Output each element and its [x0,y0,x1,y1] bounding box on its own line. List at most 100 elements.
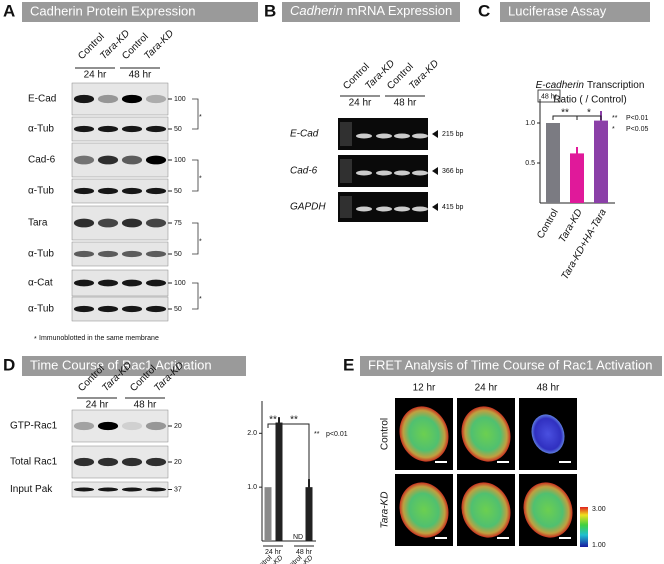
row-label: Cad-6 [290,166,318,177]
marker-label: 50 [174,306,182,313]
legend-symbol: ** [612,115,618,122]
x-tick-label: Control [282,554,304,564]
column-label: Tara-KD [142,28,176,62]
row-label: α-Tub [28,186,54,197]
legend-text: p<0.01 [326,431,348,438]
gel-band [412,206,428,212]
title-box [360,356,662,376]
panel-title: Cadherin Protein Expression [30,3,195,18]
pointer [432,203,438,211]
legend-text: P<0.05 [626,126,648,133]
cell [461,482,511,538]
band [73,187,95,195]
band [121,125,143,133]
size-label: 366 bp [442,168,464,175]
size-label: 415 bp [442,204,464,211]
gel-band [394,133,410,139]
band [145,155,167,165]
asterisk: * [199,296,202,303]
chart-title-italic: E-cadherin [536,80,585,91]
panel-title: FRET Analysis of Time Course of Rac1 Act… [368,357,652,372]
band [73,250,95,258]
gel-band [394,206,410,212]
significance: ** [290,415,298,426]
title-box [22,356,246,376]
marker-label: 75 [174,220,182,227]
colorbar-label: 1.00 [592,542,606,549]
y-tick-label: 1.0 [247,484,257,491]
group-label: 24 hr [265,549,282,556]
title-rest: mRNA Expression [347,3,452,18]
chart-subtitle: Ratio ( / Control) [553,95,626,106]
column-label: Tara-KD [407,58,441,92]
band [145,421,167,431]
row-label: Cad-6 [28,155,56,166]
sig-bracket [278,423,310,480]
band [121,187,143,195]
colorbar [580,507,588,547]
time-label: 12 hr [413,383,436,394]
gel-band [376,206,392,212]
panel-letter: E [343,355,354,374]
band [73,218,95,228]
gel-band [376,133,392,139]
band [121,250,143,258]
gel-band [412,133,428,139]
legend-symbol: * [612,126,615,133]
row-label: GAPDH [290,202,326,213]
marker-label: 20 [174,423,182,430]
row-label: Tara-KD [380,492,391,529]
band [121,421,143,431]
ladder [340,196,352,218]
time-label: 24 hr [349,98,372,109]
band [97,457,119,467]
band [121,218,143,228]
chart-title-rest: Transcription [587,80,644,91]
cell [531,414,565,454]
gel-band [356,206,372,212]
legend-text: P<0.01 [626,115,648,122]
group-label: 48 hr [296,549,313,556]
gel-band [412,170,428,176]
gel-band [356,133,372,139]
row-label: E-Cad [290,129,319,140]
band [73,94,95,104]
marker-label: 50 [174,251,182,258]
panel-letter: A [3,1,15,20]
row-label: GTP-Rac1 [10,421,58,432]
row-label: Input Pak [10,484,53,495]
x-tick-label: Control [535,207,561,240]
band [73,305,95,313]
cell [399,482,449,538]
band [97,487,119,492]
marker-label: 100 [174,96,186,103]
title-italic: Cadherin [290,3,343,18]
band [97,155,119,165]
band [145,218,167,228]
band [73,457,95,467]
band [121,457,143,467]
band [145,250,167,258]
pointer [432,130,438,138]
title-box [282,2,460,22]
band [145,187,167,195]
x-tick-label: Tara-KD+HA-Tara [560,207,610,282]
chart-title: E-cadherin Transcription [536,80,645,91]
band [73,155,95,165]
bar [264,487,272,541]
band [97,250,119,258]
legend-symbol: ** [314,431,320,438]
band [73,487,95,492]
row-label: α-Cat [28,278,53,289]
y-tick-label: 2.0 [247,430,257,437]
sig-bracket [576,115,602,120]
bracket [192,98,199,130]
band [97,187,119,195]
time-label: 24 hr [86,400,109,411]
title-box [500,2,650,22]
row-label: Control [380,418,391,450]
marker-label: 37 [174,486,182,493]
time-label: 48 hr [129,70,152,81]
band [145,94,167,104]
